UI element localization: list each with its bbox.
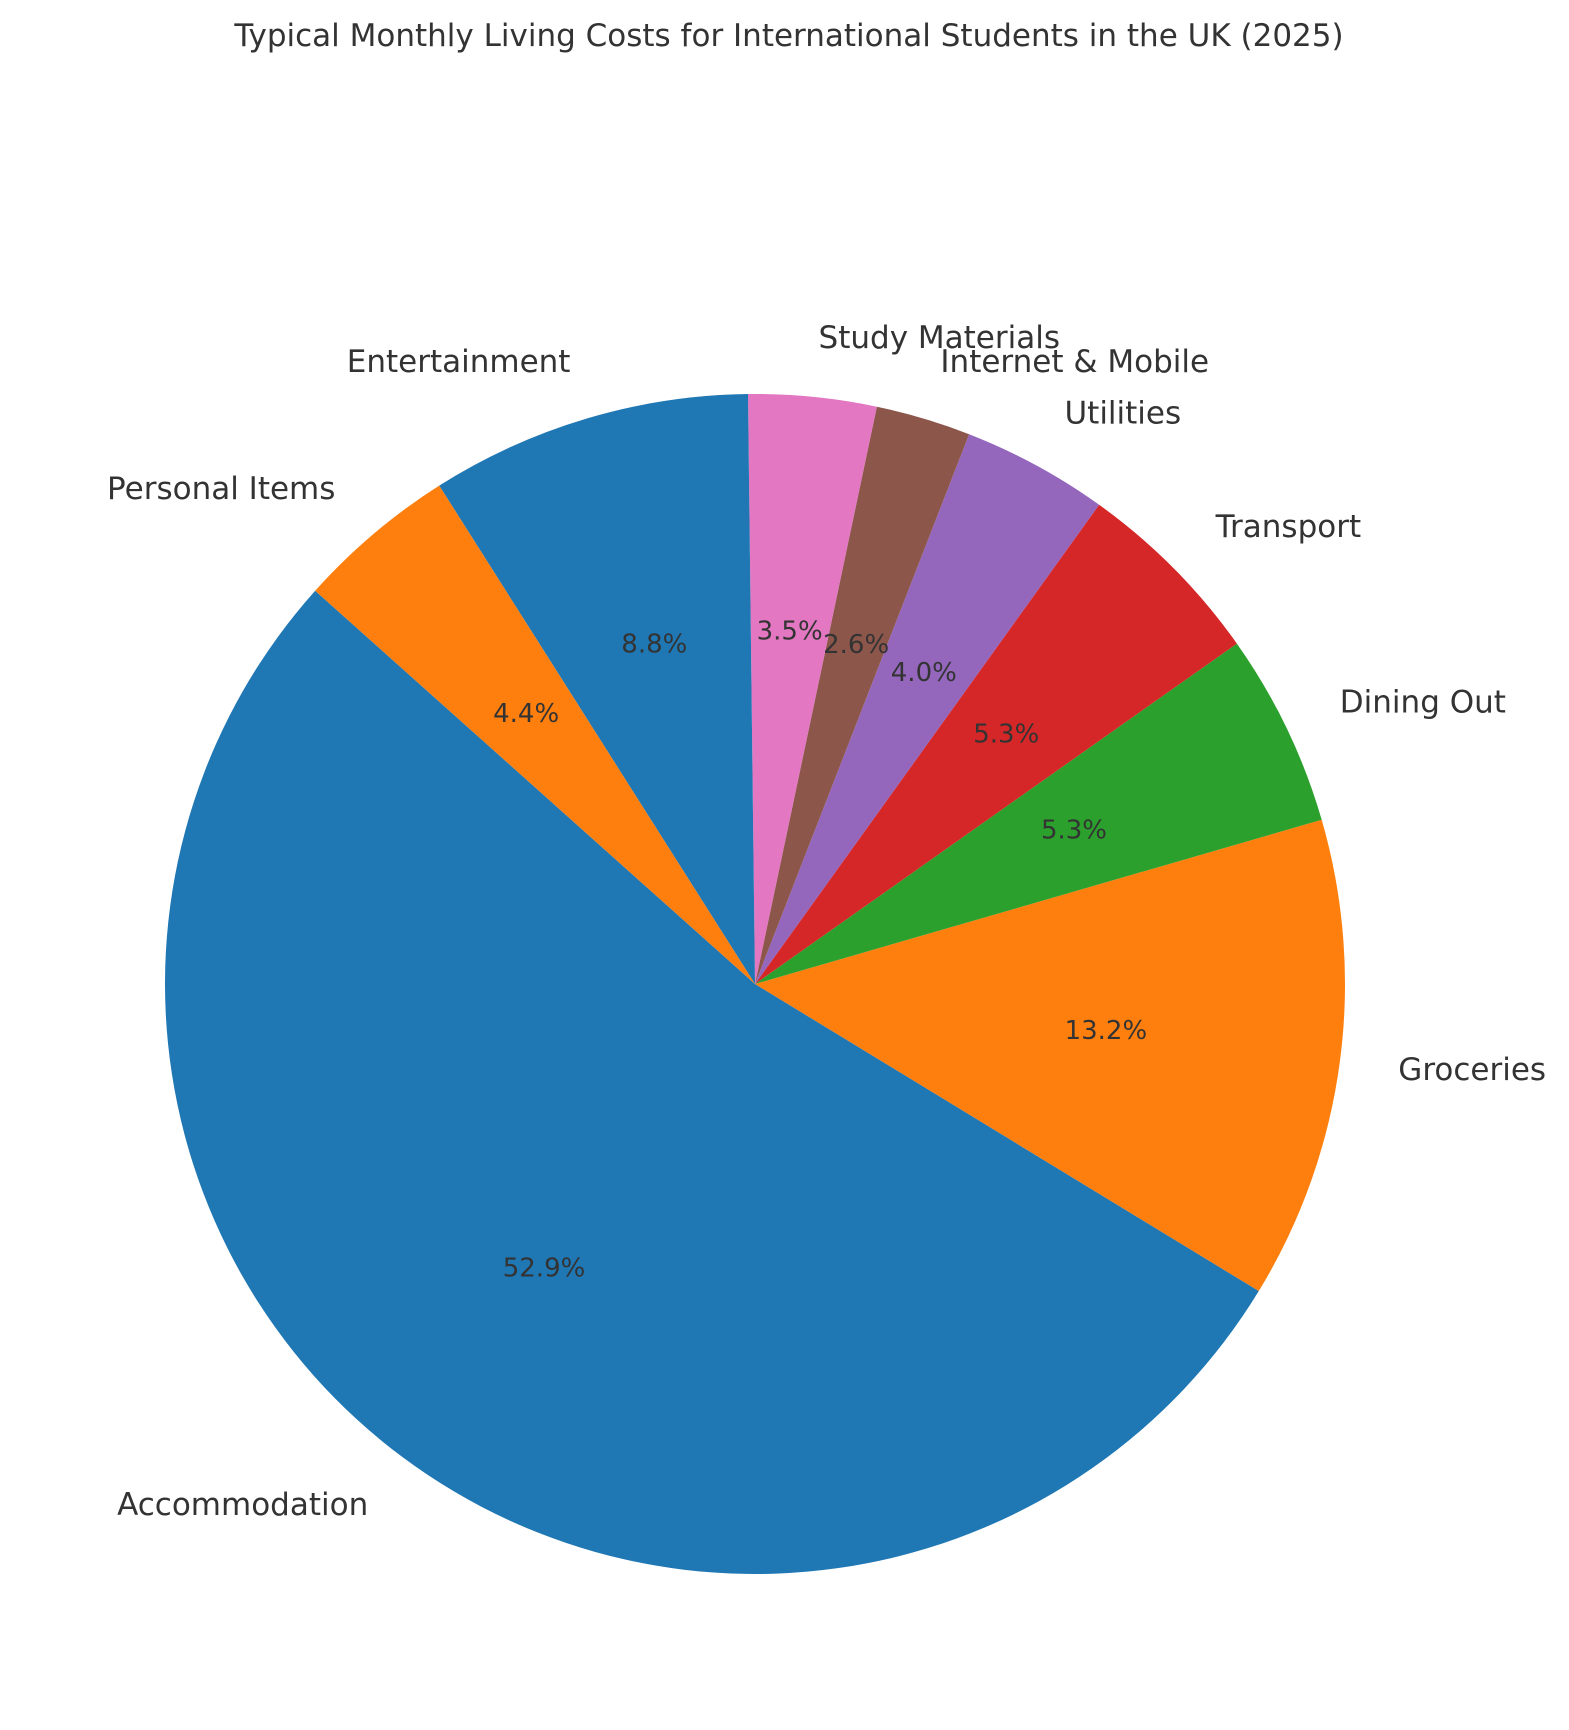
slice-groceries xyxy=(755,819,1345,1292)
category-label-dining-out: Dining Out xyxy=(1340,685,1506,721)
slice-dining-out xyxy=(755,643,1322,984)
percent-label-accommodation: 52.9% xyxy=(503,1253,586,1283)
percent-label-internet-and-mobile: 2.6% xyxy=(823,630,889,660)
category-label-accommodation: Accommodation xyxy=(117,1487,368,1523)
category-label-personal-items: Personal Items xyxy=(107,471,335,507)
percent-label-groceries: 13.2% xyxy=(1065,1016,1148,1046)
category-label-internet-and-mobile: Internet & Mobile xyxy=(940,344,1209,380)
slice-study-materials xyxy=(747,394,877,984)
category-label-entertainment: Entertainment xyxy=(347,344,571,380)
category-label-groceries: Groceries xyxy=(1398,1052,1546,1088)
category-labels: Accommodation Groceries Dining Out Transpor… xyxy=(107,320,1546,1523)
category-label-transport: Transport xyxy=(1215,509,1361,545)
category-label-utilities: Utilities xyxy=(1064,396,1181,432)
percent-label-transport: 5.3% xyxy=(973,720,1039,750)
percent-label-dining-out: 5.3% xyxy=(1041,815,1107,845)
pie-slices xyxy=(164,394,1345,1575)
category-label-study-materials: Study Materials xyxy=(819,320,1060,356)
slice-utilities xyxy=(755,434,1100,984)
percent-label-utilities: 4.0% xyxy=(891,658,957,688)
percent-label-entertainment: 8.8% xyxy=(621,630,687,660)
slice-personal-items xyxy=(315,485,755,984)
percent-label-study-materials: 3.5% xyxy=(757,617,823,647)
slice-accommodation xyxy=(164,590,1259,1575)
slice-entertainment xyxy=(439,394,755,984)
slice-internet-and-mobile xyxy=(755,406,970,985)
percent-label-personal-items: 4.4% xyxy=(493,699,559,729)
chart-title: Typical Monthly Living Costs for Interna… xyxy=(233,18,1343,54)
slice-transport xyxy=(755,504,1237,984)
percent-labels: 52.9% 13.2% 5.3% 5.3% 4.0%2.6%3.5% 8.8% 4.4% xyxy=(493,617,1147,1284)
